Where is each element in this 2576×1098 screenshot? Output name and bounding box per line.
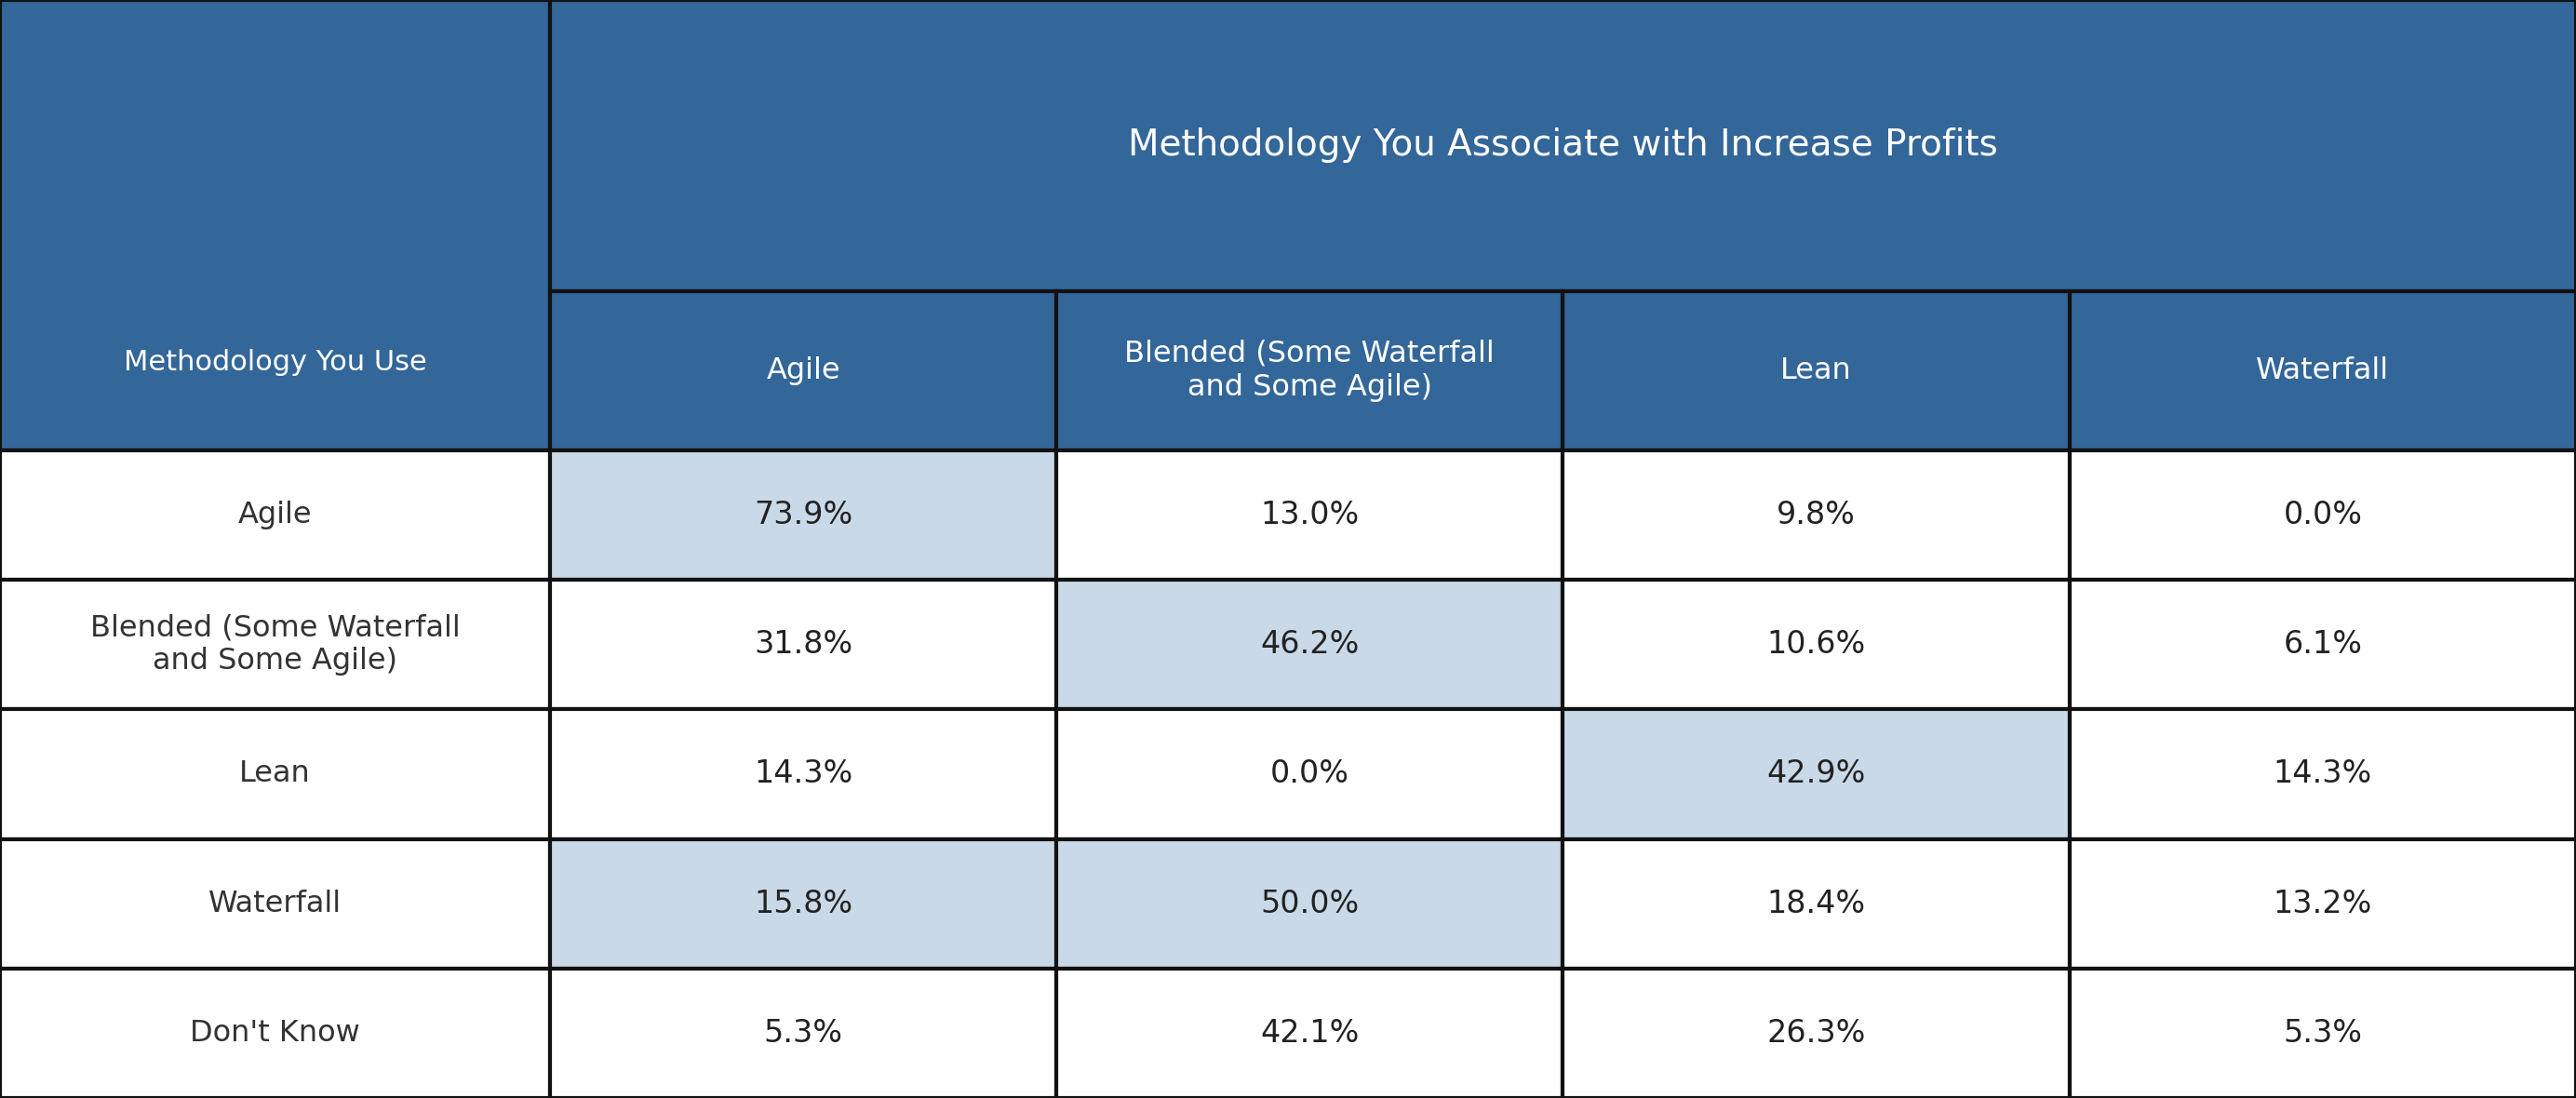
Text: Methodology You Use: Methodology You Use [124, 349, 428, 377]
FancyBboxPatch shape [1056, 580, 1564, 709]
FancyBboxPatch shape [1056, 291, 1564, 450]
FancyBboxPatch shape [549, 450, 1056, 580]
Text: Lean: Lean [1780, 356, 1852, 385]
Text: 0.0%: 0.0% [1270, 759, 1350, 789]
FancyBboxPatch shape [1564, 968, 2069, 1098]
Text: 18.4%: 18.4% [1767, 888, 1865, 919]
Text: 6.1%: 6.1% [2282, 629, 2362, 660]
Text: Blended (Some Waterfall
and Some Agile): Blended (Some Waterfall and Some Agile) [90, 614, 461, 675]
FancyBboxPatch shape [0, 839, 549, 968]
FancyBboxPatch shape [1056, 450, 1564, 580]
FancyBboxPatch shape [549, 968, 1056, 1098]
FancyBboxPatch shape [1564, 580, 2069, 709]
Text: 5.3%: 5.3% [2282, 1018, 2362, 1049]
FancyBboxPatch shape [0, 968, 549, 1098]
FancyBboxPatch shape [2069, 450, 2576, 580]
Text: 13.2%: 13.2% [2272, 888, 2372, 919]
FancyBboxPatch shape [0, 0, 549, 450]
FancyBboxPatch shape [1056, 839, 1564, 968]
Text: 31.8%: 31.8% [755, 629, 853, 660]
FancyBboxPatch shape [549, 839, 1056, 968]
Text: 14.3%: 14.3% [755, 759, 853, 789]
Text: 42.1%: 42.1% [1260, 1018, 1360, 1049]
FancyBboxPatch shape [1564, 450, 2069, 580]
FancyBboxPatch shape [2069, 580, 2576, 709]
FancyBboxPatch shape [1056, 968, 1564, 1098]
Text: 14.3%: 14.3% [2272, 759, 2372, 789]
Text: Agile: Agile [237, 501, 312, 529]
Text: Waterfall: Waterfall [2257, 356, 2391, 385]
Text: Waterfall: Waterfall [209, 889, 343, 918]
FancyBboxPatch shape [2069, 709, 2576, 839]
Text: Lean: Lean [240, 760, 312, 788]
Text: Methodology You Associate with Increase Profits: Methodology You Associate with Increase … [1128, 127, 1999, 164]
Text: 10.6%: 10.6% [1767, 629, 1865, 660]
Text: 26.3%: 26.3% [1767, 1018, 1865, 1049]
FancyBboxPatch shape [1564, 709, 2069, 839]
FancyBboxPatch shape [0, 450, 549, 580]
FancyBboxPatch shape [1564, 291, 2069, 450]
Text: Agile: Agile [765, 356, 840, 385]
FancyBboxPatch shape [0, 580, 549, 709]
FancyBboxPatch shape [549, 0, 2576, 291]
Text: Don't Know: Don't Know [191, 1019, 361, 1047]
FancyBboxPatch shape [1056, 709, 1564, 839]
FancyBboxPatch shape [0, 709, 549, 839]
Text: 13.0%: 13.0% [1260, 500, 1360, 530]
FancyBboxPatch shape [2069, 968, 2576, 1098]
Text: 15.8%: 15.8% [755, 888, 853, 919]
FancyBboxPatch shape [1564, 839, 2069, 968]
FancyBboxPatch shape [549, 580, 1056, 709]
Text: 73.9%: 73.9% [755, 500, 853, 530]
FancyBboxPatch shape [2069, 291, 2576, 450]
Text: Blended (Some Waterfall
and Some Agile): Blended (Some Waterfall and Some Agile) [1126, 339, 1494, 402]
Text: 0.0%: 0.0% [2282, 500, 2362, 530]
Text: 9.8%: 9.8% [1777, 500, 1855, 530]
Text: 5.3%: 5.3% [762, 1018, 842, 1049]
Text: 46.2%: 46.2% [1260, 629, 1360, 660]
Text: 50.0%: 50.0% [1260, 888, 1360, 919]
FancyBboxPatch shape [549, 709, 1056, 839]
Text: 42.9%: 42.9% [1767, 759, 1865, 789]
FancyBboxPatch shape [549, 291, 1056, 450]
FancyBboxPatch shape [2069, 839, 2576, 968]
